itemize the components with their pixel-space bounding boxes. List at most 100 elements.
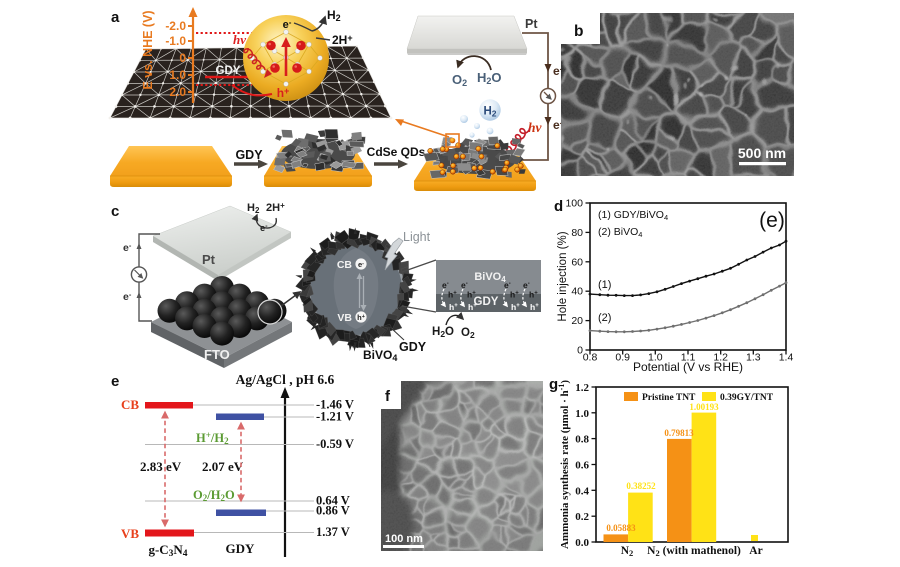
svg-text:1.0: 1.0 (169, 68, 186, 82)
svg-text:a: a (111, 9, 120, 26)
svg-text:H2O: H2O (432, 326, 454, 339)
svg-text:h+: h+ (510, 290, 519, 300)
svg-text:100 nm: 100 nm (385, 533, 423, 545)
svg-text:h+: h+ (449, 302, 458, 312)
svg-text:g-C3N4: g-C3N4 (148, 542, 187, 559)
svg-text:H2: H2 (483, 106, 496, 119)
svg-text:Pristine TNT: Pristine TNT (642, 393, 696, 403)
svg-text:(1) GDY/BiVO4: (1) GDY/BiVO4 (598, 209, 668, 222)
svg-text:0: 0 (179, 51, 186, 65)
svg-text:Ag/AgCl , pH 6.6: Ag/AgCl , pH 6.6 (236, 372, 335, 387)
svg-text:c: c (111, 203, 119, 220)
svg-text:60: 60 (571, 256, 583, 268)
svg-text:0.05883: 0.05883 (606, 523, 636, 533)
svg-text:(2): (2) (598, 312, 611, 324)
svg-text:h+: h+ (530, 302, 539, 312)
svg-text:CB: CB (121, 397, 139, 412)
svg-text:f: f (385, 388, 391, 405)
svg-text:g: g (549, 376, 558, 393)
svg-text:Ar: Ar (749, 545, 762, 557)
svg-text:H2O: H2O (477, 70, 502, 86)
svg-text:VB: VB (121, 526, 139, 541)
svg-text:e-: e- (461, 280, 468, 290)
svg-text:e-: e- (123, 290, 132, 303)
svg-text:(1): (1) (598, 279, 611, 291)
svg-text:2.0: 2.0 (169, 85, 186, 99)
svg-text:GDY: GDY (474, 296, 499, 308)
svg-text:H2: H2 (247, 202, 260, 215)
svg-text:1.4: 1.4 (779, 352, 794, 364)
svg-text:500 nm: 500 nm (738, 145, 786, 161)
svg-text:0: 0 (577, 345, 583, 357)
svg-text:1.1: 1.1 (681, 352, 696, 364)
svg-text:Ammonia synthesis rate (μmol ·: Ammonia synthesis rate (μmol · h-1) (557, 380, 571, 549)
svg-text:BiVO4: BiVO4 (363, 348, 397, 363)
svg-text:1.0: 1.0 (575, 408, 589, 420)
svg-text:N2: N2 (621, 545, 634, 558)
svg-text:CB: CB (337, 259, 353, 271)
svg-text:hν: hν (233, 32, 246, 47)
svg-text:1.0: 1.0 (648, 352, 663, 364)
svg-text:e-: e- (123, 241, 132, 254)
svg-text:e-: e- (260, 223, 268, 234)
svg-text:BiVO4: BiVO4 (474, 271, 506, 284)
svg-text:FTO: FTO (204, 347, 230, 362)
svg-text:GDY: GDY (399, 340, 427, 354)
svg-text:N2 (with mathenol): N2 (with mathenol) (647, 545, 741, 558)
svg-text:-1.21 V: -1.21 V (316, 410, 354, 424)
svg-text:O2: O2 (461, 327, 475, 340)
svg-text:-0.59 V: -0.59 V (316, 437, 354, 451)
svg-text:0.39GY/TNT: 0.39GY/TNT (720, 393, 774, 403)
svg-text:1.2: 1.2 (713, 352, 728, 364)
svg-text:E vs. NHE (V): E vs. NHE (V) (141, 10, 155, 89)
svg-text:0.9: 0.9 (615, 352, 630, 364)
svg-text:e-: e- (523, 280, 530, 290)
svg-text:-1.0: -1.0 (165, 34, 186, 48)
svg-text:Pt: Pt (525, 17, 538, 31)
svg-text:h+: h+ (511, 302, 520, 312)
svg-text:(2) BiVO4: (2) BiVO4 (598, 226, 642, 239)
svg-text:2.07 eV: 2.07 eV (202, 459, 244, 474)
svg-text:e-: e- (442, 280, 449, 290)
svg-text:CdSe QDs: CdSe QDs (367, 145, 426, 159)
svg-text:0.79813: 0.79813 (664, 428, 694, 438)
svg-text:Pt: Pt (202, 252, 216, 267)
svg-text:0.86 V: 0.86 V (316, 504, 350, 518)
svg-text:40: 40 (571, 286, 583, 298)
svg-text:h+: h+ (468, 302, 477, 312)
svg-text:hν: hν (528, 120, 543, 135)
svg-text:-2.0: -2.0 (165, 19, 186, 33)
svg-text:H+/H2: H+/H2 (196, 430, 229, 446)
svg-text:e-: e- (283, 18, 292, 31)
svg-text:0.8: 0.8 (583, 352, 598, 364)
svg-text:2.83 eV: 2.83 eV (140, 459, 182, 474)
svg-text:d: d (554, 198, 563, 215)
svg-text:O2/H2O: O2/H2O (193, 488, 235, 503)
svg-text:0.2: 0.2 (575, 511, 589, 523)
svg-text:h+: h+ (529, 290, 538, 300)
svg-text:0.4: 0.4 (575, 485, 589, 497)
svg-text:e: e (111, 373, 119, 390)
svg-text:-1.46 V: -1.46 V (316, 398, 354, 412)
svg-text:100: 100 (565, 198, 583, 210)
svg-text:0.38252: 0.38252 (626, 481, 656, 491)
svg-text:GDY: GDY (216, 65, 241, 77)
svg-text:GDY: GDY (226, 541, 256, 556)
svg-text:b: b (574, 23, 583, 40)
svg-text:1.37 V: 1.37 V (316, 525, 350, 539)
svg-text:e-: e- (504, 280, 511, 290)
svg-text:80: 80 (571, 227, 583, 239)
svg-text:Potential (V vs RHE): Potential (V vs RHE) (633, 360, 743, 374)
svg-text:0.64 V: 0.64 V (316, 494, 350, 508)
svg-text:0.0: 0.0 (575, 537, 589, 549)
svg-text:20: 20 (571, 315, 583, 327)
svg-text:(e): (e) (759, 209, 785, 232)
svg-text:0.6: 0.6 (575, 460, 589, 472)
svg-text:1.3: 1.3 (746, 352, 761, 364)
svg-text:VB: VB (337, 312, 352, 324)
svg-text:h+: h+ (467, 290, 476, 300)
svg-text:h+: h+ (448, 290, 457, 300)
svg-text:Hole injection (%): Hole injection (%) (557, 231, 569, 321)
svg-text:0.8: 0.8 (575, 434, 589, 446)
svg-text:1.00193: 1.00193 (689, 402, 719, 412)
